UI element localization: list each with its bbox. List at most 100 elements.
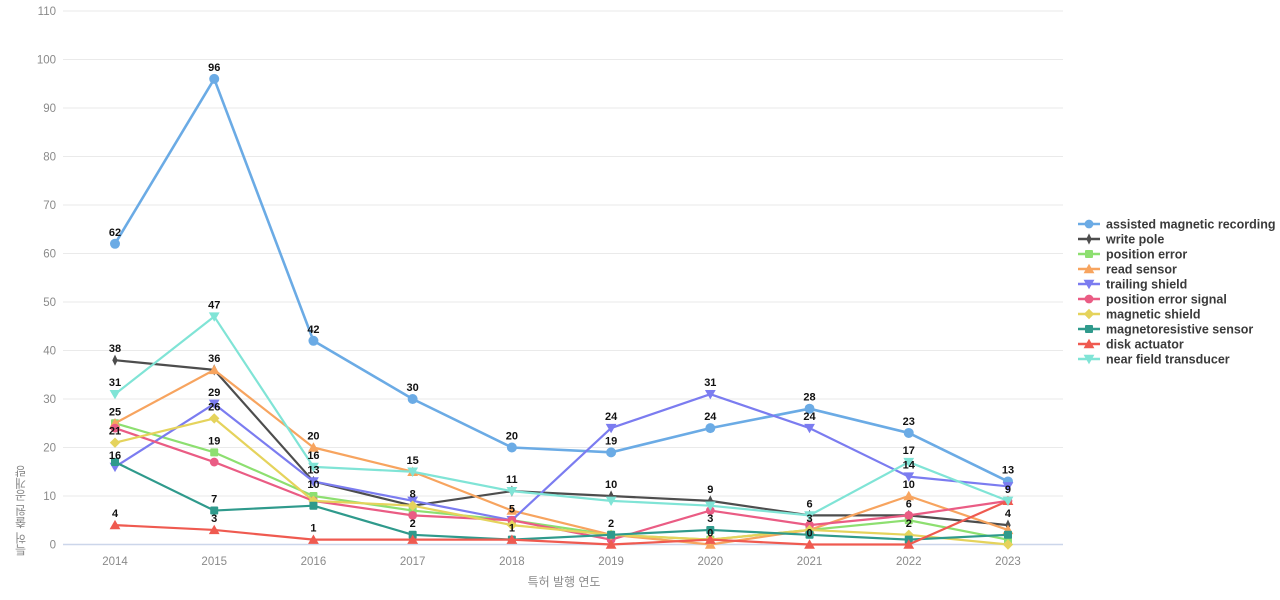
data-point[interactable] (705, 423, 716, 434)
data-point[interactable] (804, 403, 815, 414)
data-point-label: 10 (605, 479, 617, 491)
legend-item-assisted-magnetic-recording[interactable]: assisted magnetic recording (1078, 218, 1276, 232)
data-point[interactable] (309, 501, 318, 510)
y-tick-label: 40 (43, 346, 56, 358)
data-point[interactable] (308, 534, 319, 544)
y-tick-label: 70 (43, 200, 56, 212)
data-point[interactable] (607, 530, 616, 539)
data-point[interactable] (804, 524, 815, 536)
data-point[interactable] (308, 477, 319, 487)
legend-item-read-sensor[interactable]: read sensor (1078, 263, 1177, 277)
y-axis-title: 특허 출원 공개량 (14, 465, 28, 556)
data-point-label: 13 (307, 464, 319, 476)
data-point[interactable] (308, 462, 319, 473)
data-point[interactable] (1002, 539, 1014, 550)
legend-label: near field transducer (1106, 353, 1230, 367)
data-point[interactable] (408, 511, 418, 520)
data-point[interactable] (704, 389, 716, 400)
data-point[interactable] (407, 467, 419, 477)
data-point[interactable] (506, 486, 518, 497)
data-point[interactable] (209, 413, 220, 424)
data-point[interactable] (605, 423, 617, 434)
data-point[interactable] (506, 519, 518, 531)
series-read-sensor (109, 364, 1014, 549)
data-point[interactable] (903, 457, 915, 468)
data-point[interactable] (506, 505, 518, 515)
data-point[interactable] (209, 73, 220, 84)
data-point[interactable] (1083, 263, 1095, 274)
data-point[interactable] (506, 442, 517, 453)
data-point[interactable] (111, 458, 119, 467)
data-point[interactable] (210, 448, 219, 457)
data-point[interactable] (109, 389, 121, 400)
data-point[interactable] (1083, 279, 1095, 290)
data-point-label: 24 (704, 411, 717, 423)
data-point[interactable] (1085, 250, 1093, 258)
data-point[interactable] (605, 496, 617, 507)
y-tick-label: 50 (43, 297, 56, 309)
data-point[interactable] (1002, 482, 1014, 492)
legend-item-position-error[interactable]: position error (1078, 248, 1187, 262)
data-point[interactable] (208, 364, 220, 375)
data-point[interactable] (308, 442, 319, 452)
x-tick-label: 2018 (499, 556, 525, 568)
data-point[interactable] (1086, 233, 1092, 245)
data-point-label: 1 (310, 523, 316, 535)
data-point[interactable] (210, 506, 219, 515)
data-point[interactable] (1003, 530, 1012, 539)
data-point[interactable] (109, 437, 121, 448)
data-point-label: 24 (605, 411, 618, 423)
data-point[interactable] (804, 511, 815, 521)
data-point[interactable] (208, 524, 220, 535)
legend-label: magnetoresistive sensor (1106, 323, 1253, 337)
legend-item-near-field-transducer[interactable]: near field transducer (1078, 353, 1230, 367)
data-point[interactable] (904, 511, 914, 520)
data-point[interactable] (208, 312, 220, 322)
data-point[interactable] (1002, 496, 1014, 507)
data-point[interactable] (903, 472, 915, 482)
data-point-label: 13 (1002, 464, 1014, 476)
legend-item-position-error-signal[interactable]: position error signal (1078, 293, 1227, 307)
data-point[interactable] (208, 399, 220, 410)
data-point-label: 17 (903, 445, 915, 457)
data-point[interactable] (804, 423, 815, 434)
data-point[interactable] (407, 394, 418, 404)
data-point[interactable] (308, 335, 319, 346)
data-point[interactable] (606, 447, 617, 458)
data-point[interactable] (506, 534, 518, 544)
data-point[interactable] (605, 539, 617, 549)
data-point[interactable] (1083, 338, 1095, 349)
data-point[interactable] (110, 238, 120, 249)
data-point[interactable] (1085, 325, 1093, 333)
data-point-label: 10 (307, 479, 319, 491)
data-point[interactable] (109, 519, 121, 530)
data-point[interactable] (1083, 354, 1095, 365)
legend-item-trailing-shield[interactable]: trailing shield (1078, 278, 1187, 292)
data-point[interactable] (407, 500, 418, 511)
data-point[interactable] (1084, 219, 1094, 229)
data-point[interactable] (903, 539, 915, 549)
legend-item-write-pole[interactable]: write pole (1078, 233, 1164, 247)
data-point[interactable] (209, 457, 219, 467)
series-magnetic-shield (109, 413, 1014, 550)
data-point[interactable] (903, 490, 915, 501)
legend-item-disk-actuator[interactable]: disk actuator (1078, 338, 1184, 352)
data-point[interactable] (1083, 308, 1095, 320)
legend-item-magnetic-shield[interactable]: magnetic shield (1078, 308, 1200, 322)
data-point[interactable] (805, 530, 814, 539)
data-point[interactable] (706, 525, 715, 534)
data-point[interactable] (112, 354, 118, 366)
data-point[interactable] (704, 534, 716, 544)
x-tick-label: 2021 (797, 556, 823, 568)
series-line-position-error (114, 422, 1009, 541)
data-point[interactable] (1084, 294, 1094, 304)
data-point[interactable] (704, 501, 716, 511)
data-point[interactable] (707, 495, 714, 507)
data-point[interactable] (903, 427, 914, 438)
data-point[interactable] (407, 534, 419, 544)
y-tick-label: 20 (43, 443, 56, 455)
data-point[interactable] (110, 423, 120, 433)
legend-item-magnetoresistive-sensor[interactable]: magnetoresistive sensor (1078, 323, 1253, 337)
data-point[interactable] (804, 539, 815, 549)
